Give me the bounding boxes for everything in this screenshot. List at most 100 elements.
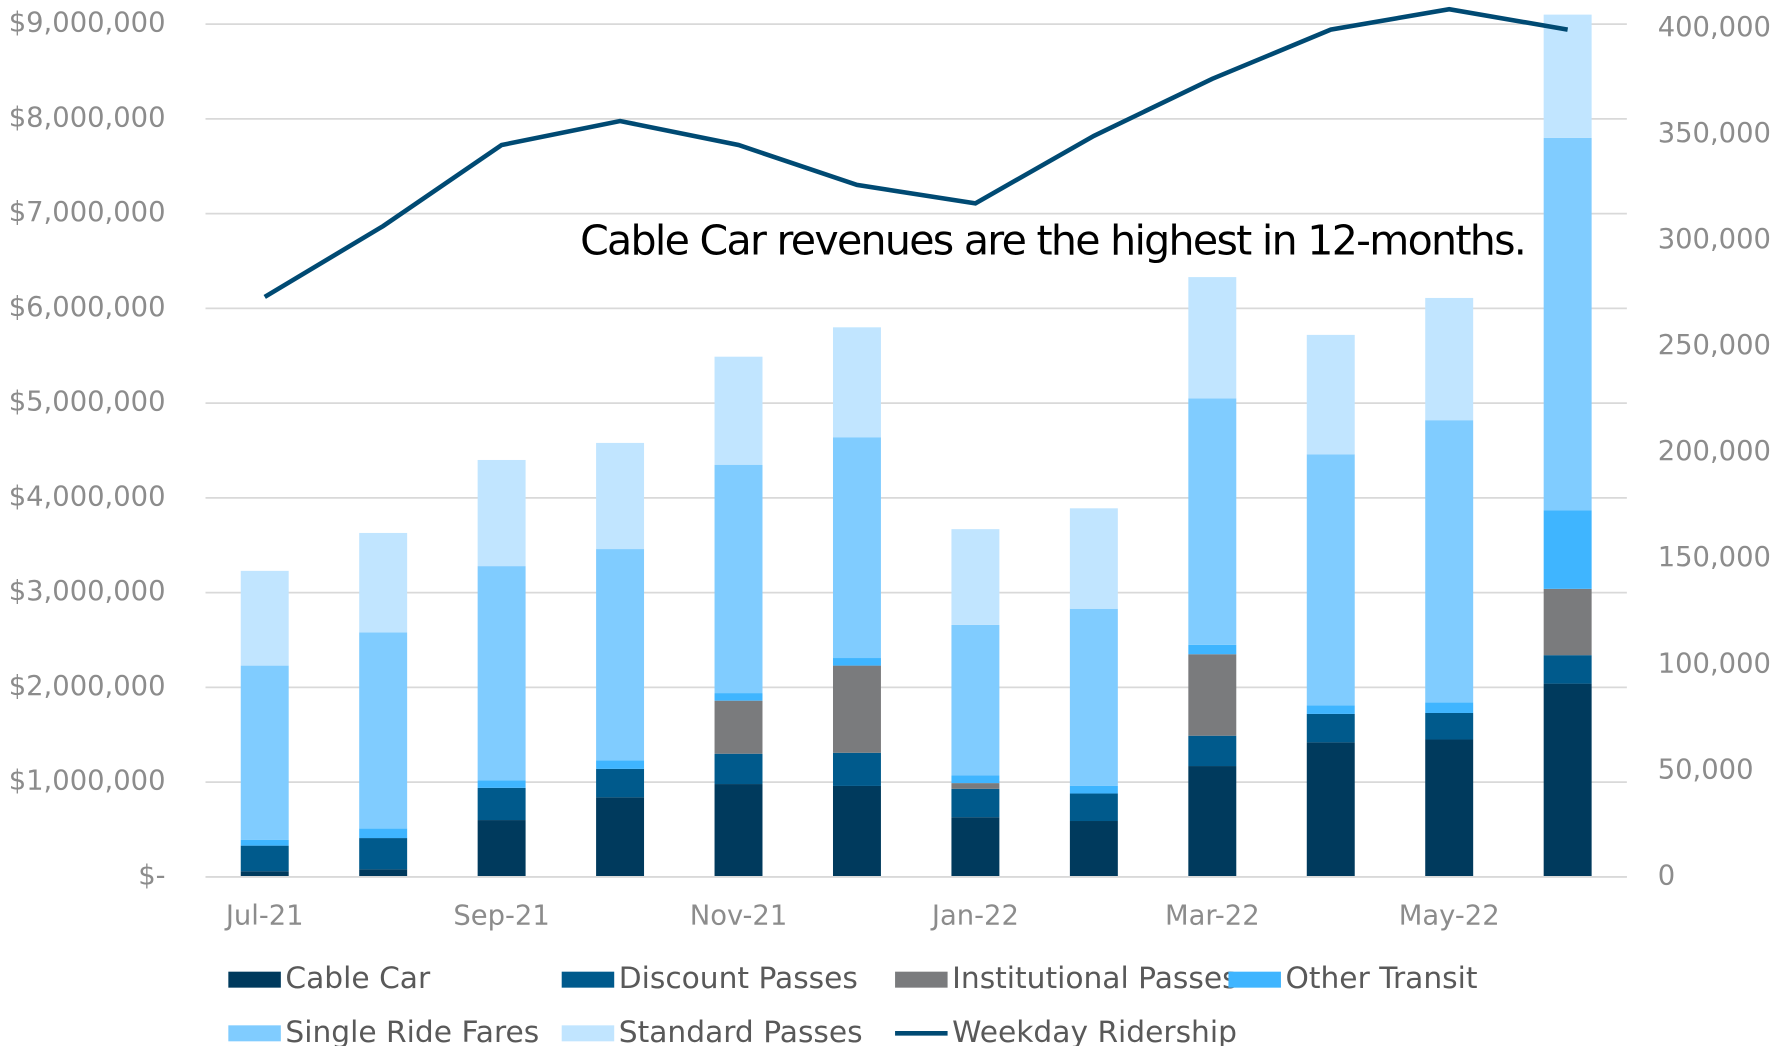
x-tick-label: May-22: [1399, 900, 1500, 931]
y2-tick-label: 400,000: [1658, 12, 1771, 43]
bar-segment: [1069, 785, 1118, 794]
y-tick-label: $2,000,000: [9, 671, 166, 702]
bar-segment: [714, 693, 763, 701]
grid: [205, 23, 1627, 878]
bar-segment: [477, 787, 526, 821]
bar-segment: [1188, 735, 1237, 767]
bar-segment: [477, 820, 526, 877]
bar-segment: [951, 775, 1000, 784]
bar-segment: [240, 570, 289, 666]
bar-segment: [951, 817, 1000, 877]
y2-tick-label: 100,000: [1658, 648, 1771, 679]
bar-segment: [596, 768, 645, 798]
bar-segment: [1543, 14, 1592, 138]
bar-segment: [596, 797, 645, 877]
legend-label: Discount Passes: [619, 960, 858, 995]
legend-label: Single Ride Fares: [285, 1014, 539, 1046]
bar-segment: [1188, 766, 1237, 877]
bar-segment: [1069, 821, 1118, 877]
bar-segment: [1069, 793, 1118, 822]
y2-tick-label: 250,000: [1658, 330, 1771, 361]
bar-segment: [596, 442, 645, 550]
bar-segment: [477, 780, 526, 788]
bar-segment: [1306, 334, 1355, 455]
bar-segment: [359, 532, 408, 633]
y-tick-label: $9,000,000: [9, 8, 166, 39]
bar-segment: [240, 871, 289, 877]
y2-tick-label: 0: [1658, 860, 1675, 891]
bar-segment: [714, 356, 763, 465]
y2-tick-label: 200,000: [1658, 436, 1771, 467]
y-tick-label: $6,000,000: [9, 292, 166, 323]
bar-segment: [832, 752, 881, 786]
y2-tick-label: 300,000: [1658, 224, 1771, 255]
bar-segment: [1425, 420, 1474, 703]
bar-segment: [832, 785, 881, 877]
y-tick-label: $4,000,000: [9, 481, 166, 512]
bar-segment: [714, 784, 763, 877]
legend-swatch: [895, 971, 948, 988]
legend-label: Institutional Passes: [952, 960, 1237, 995]
bar-segment: [714, 464, 763, 694]
bar-segment: [596, 760, 645, 769]
bar-segment: [1306, 454, 1355, 706]
bar-segment: [832, 665, 881, 753]
bar-segment: [596, 549, 645, 761]
x-tick-label: Nov-21: [690, 900, 787, 931]
bar-segment: [951, 783, 1000, 789]
x-tick-label: Sep-21: [453, 900, 549, 931]
bar-segment: [240, 845, 289, 872]
bar-segment: [832, 327, 881, 438]
bar-segment: [359, 828, 408, 839]
legend-swatch: [561, 971, 615, 988]
y-tick-label: $-: [138, 860, 165, 891]
bar-segment: [359, 838, 408, 870]
x-tick-label: Jan-22: [930, 900, 1019, 931]
bar-segment: [714, 753, 763, 785]
y2-tick-label: 50,000: [1658, 754, 1754, 785]
bar-segment: [359, 869, 408, 877]
bar-segment: [1543, 655, 1592, 684]
legend-label: Other Transit: [1286, 960, 1478, 995]
bar-segment: [1306, 713, 1355, 743]
bar-segment: [951, 529, 1000, 625]
y-tick-label: $1,000,000: [9, 766, 166, 797]
y-tick-label: $7,000,000: [9, 197, 166, 228]
legend-label: Weekday Ridership: [952, 1014, 1237, 1046]
bar-segment: [1069, 608, 1118, 786]
bar-segment: [1188, 644, 1237, 655]
y2-tick-label: 150,000: [1658, 542, 1771, 573]
bar-segment: [477, 566, 526, 781]
bar-segment: [1425, 712, 1474, 740]
bar-segment: [240, 665, 289, 840]
y2-tick-label: 350,000: [1658, 118, 1771, 149]
bar-segment: [1425, 739, 1474, 877]
bar-segment: [951, 788, 1000, 818]
bar-segment: [951, 624, 1000, 776]
bar-segment: [1069, 508, 1118, 609]
bar-segment: [1543, 510, 1592, 589]
annotation: Cable Car revenues are the highest in 12…: [580, 216, 1525, 264]
bar-segment: [1543, 683, 1592, 877]
x-tick-label: Jul-21: [224, 900, 304, 931]
bar-segment: [714, 700, 763, 754]
line: [263, 6, 1569, 299]
bar-segment: [832, 658, 881, 666]
bar-segment: [1425, 297, 1474, 421]
bar-segment: [359, 632, 408, 829]
legend-swatch: [561, 1025, 615, 1042]
bar-segment: [1188, 654, 1237, 736]
y-tick-label: $3,000,000: [9, 576, 166, 607]
bar-segment: [1188, 398, 1237, 645]
y-tick-label: $8,000,000: [9, 102, 166, 133]
legend-label: Cable Car: [285, 960, 431, 995]
bar-segment: [1543, 137, 1592, 511]
legend-swatch: [228, 971, 281, 988]
bar-segment: [1188, 277, 1237, 399]
bar-segment: [1543, 588, 1592, 656]
legend-swatch: [1228, 971, 1281, 988]
bar-segment: [832, 437, 881, 659]
bar-segment: [1425, 702, 1474, 713]
bar-segment: [477, 459, 526, 567]
x-tick-label: Mar-22: [1165, 900, 1260, 931]
